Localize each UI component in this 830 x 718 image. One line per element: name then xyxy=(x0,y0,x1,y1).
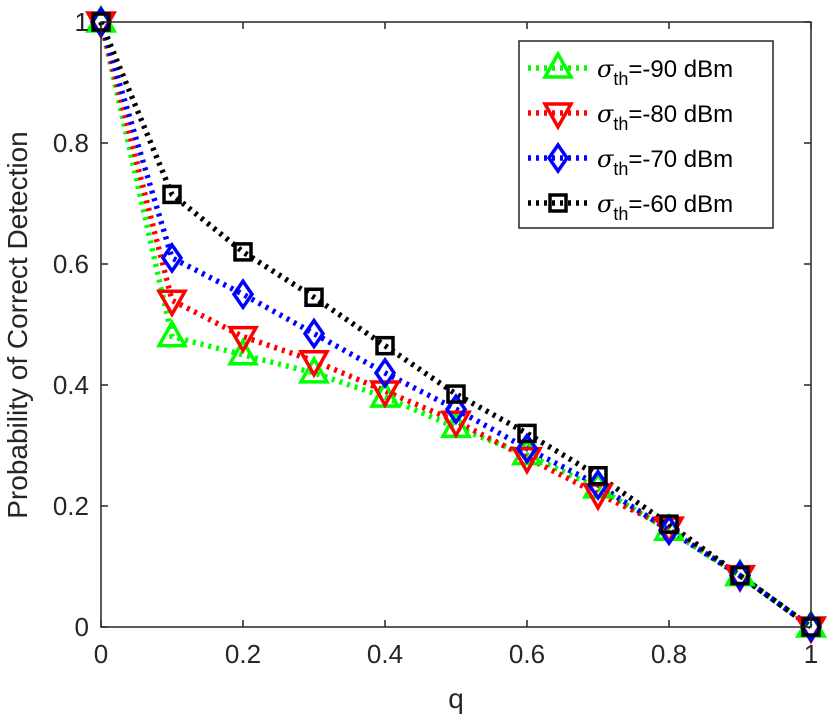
data-point-series-4 xyxy=(588,466,608,486)
data-point-series-1 xyxy=(227,337,259,366)
data-point-series-4 xyxy=(162,184,182,205)
legend-marker xyxy=(546,141,570,175)
data-point-series-3 xyxy=(799,610,823,644)
data-point-series-4 xyxy=(730,565,750,586)
y-tick-label: 0.2 xyxy=(53,491,89,521)
legend-suffix: =-70 dBm xyxy=(628,146,733,173)
data-point-series-3 xyxy=(231,278,255,311)
x-tick-label: 1 xyxy=(804,639,818,669)
data-point-series-3 xyxy=(160,241,184,275)
legend-symbol: σ xyxy=(597,100,614,128)
legend-label: σth=-60 dBm xyxy=(597,190,733,224)
x-tick-label: 0.2 xyxy=(225,639,261,669)
data-point-series-2 xyxy=(440,410,472,439)
x-tick-label: 0 xyxy=(94,639,108,669)
x-tick-label: 0.6 xyxy=(509,639,545,669)
legend-item-4: σth=-60 dBm xyxy=(528,190,733,224)
legend-item-2: σth=-80 dBm xyxy=(528,100,733,134)
data-point-series-3 xyxy=(728,559,752,592)
x-tick-label: 0.4 xyxy=(367,639,403,669)
data-point-series-2 xyxy=(156,289,188,318)
data-point-series-4 xyxy=(659,514,679,534)
data-point-series-4 xyxy=(375,335,395,356)
y-tick-label: 0.6 xyxy=(53,249,89,279)
data-point-series-2 xyxy=(227,325,259,355)
legend-subscript: th xyxy=(613,114,628,134)
legend-label: σth=-80 dBm xyxy=(597,100,733,134)
y-tick-label: 0 xyxy=(75,612,89,642)
plot-frame xyxy=(100,21,812,628)
data-point-series-3 xyxy=(515,432,539,465)
legend-suffix: =-90 dBm xyxy=(628,56,733,83)
legend-label: σth=-90 dBm xyxy=(597,55,733,89)
x-tick-label: 0.8 xyxy=(651,639,687,669)
legend-marker xyxy=(542,50,574,79)
y-tick-label: 0.8 xyxy=(53,128,89,158)
legend-subscript: th xyxy=(613,69,628,89)
data-point-series-2 xyxy=(511,446,543,476)
legend-symbol: σ xyxy=(597,145,614,173)
data-point-series-2 xyxy=(369,380,401,409)
legend-suffix: =-60 dBm xyxy=(628,191,733,218)
data-point-series-4 xyxy=(233,242,253,262)
data-point-series-3 xyxy=(657,514,681,547)
data-point-series-3 xyxy=(586,468,610,501)
tick-labels: 0 0.2 0.4 0.6 0.8 1 0 0.2 0.4 0.6 0.8 1 xyxy=(53,7,818,669)
legend-symbol: σ xyxy=(597,190,614,218)
legend-label: σth=-70 dBm xyxy=(597,145,733,179)
series-markers xyxy=(85,4,827,645)
data-point-series-2 xyxy=(298,350,330,379)
data-point-series-3 xyxy=(373,356,397,389)
y-axis-label: Probability of Correct Detection xyxy=(2,131,33,519)
legend-box xyxy=(518,40,774,229)
data-point-series-1 xyxy=(156,319,188,348)
legend-suffix: =-80 dBm xyxy=(628,101,733,128)
legend-item-1: σth=-90 dBm xyxy=(528,50,733,89)
y-tick-label: 0.4 xyxy=(53,370,89,400)
legend-marker xyxy=(548,193,568,213)
legend-symbol: σ xyxy=(597,55,614,83)
data-point-series-4 xyxy=(304,287,324,308)
series-line-3 xyxy=(98,21,813,630)
data-point-series-4 xyxy=(517,423,537,444)
data-point-series-4 xyxy=(446,384,466,404)
data-point-series-3 xyxy=(444,393,468,426)
legend-subscript: th xyxy=(613,159,628,179)
data-point-series-1 xyxy=(298,355,330,384)
legend-subscript: th xyxy=(613,204,628,224)
y-tick-label: 1 xyxy=(75,7,89,37)
legend-marker xyxy=(542,102,574,131)
legend-item-3: σth=-70 dBm xyxy=(528,141,733,179)
data-point-series-3 xyxy=(302,317,326,350)
x-axis-label: q xyxy=(448,683,464,714)
series-lines xyxy=(98,20,813,630)
